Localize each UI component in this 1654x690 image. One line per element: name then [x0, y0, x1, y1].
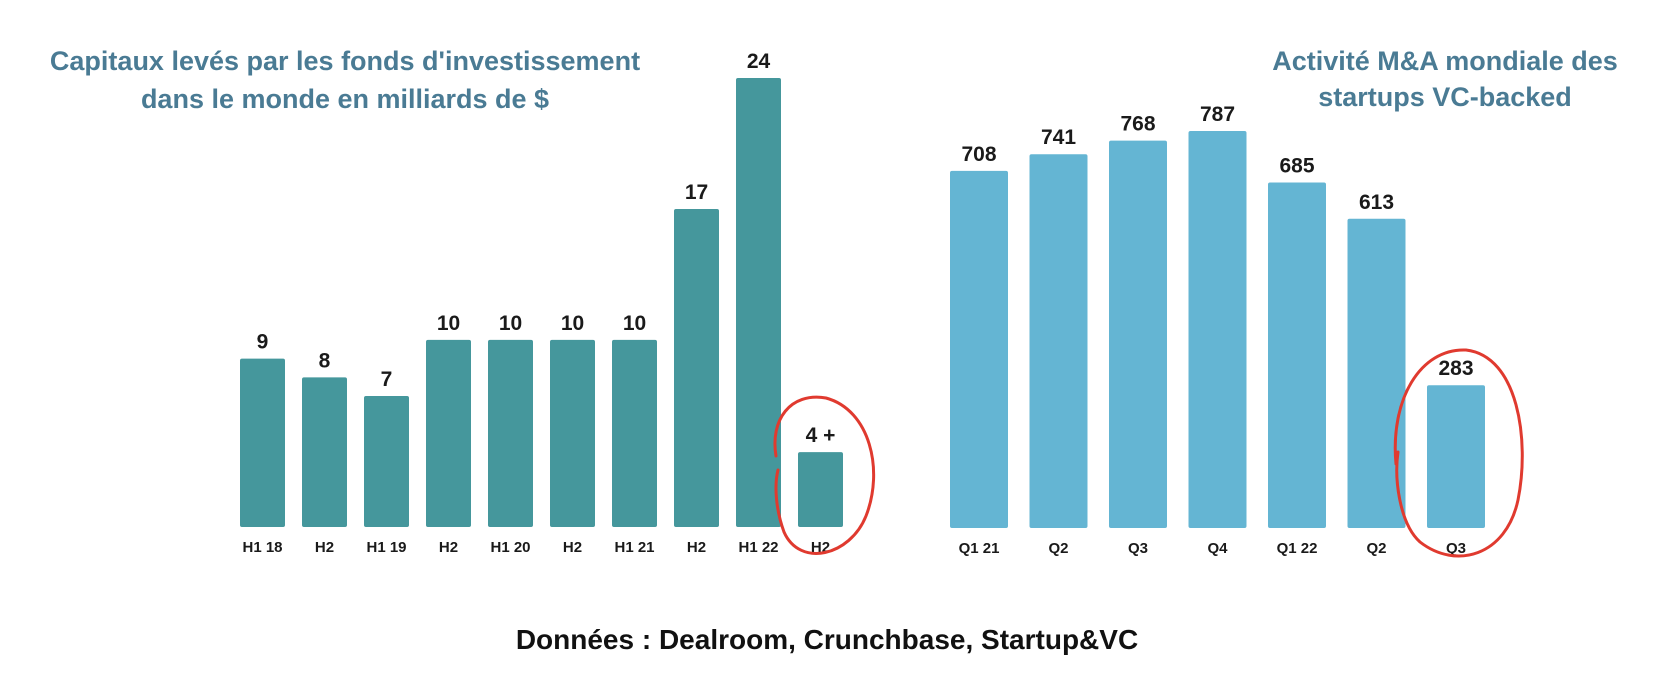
x-tick-label: H2 [439, 539, 458, 556]
x-tick-label: H2 [315, 539, 334, 556]
bar [1029, 154, 1088, 528]
bar-value-label: 10 [499, 312, 522, 335]
bar [302, 377, 347, 527]
x-tick-label: H2 [563, 539, 582, 556]
bar [550, 339, 595, 527]
bar-value-label: 4 + [806, 424, 836, 447]
bar [798, 452, 843, 527]
highlight-circle-right [1393, 348, 1524, 558]
bar [1347, 218, 1406, 529]
bar [736, 78, 781, 527]
chart-ma-activity: Activité M&A mondiale des startups VC-ba… [950, 46, 1618, 557]
bar-value-label: 7 [381, 368, 393, 391]
x-tick-label: Q1 21 [959, 540, 1000, 557]
bar-value-label: 10 [437, 312, 460, 335]
bar [240, 358, 285, 527]
x-tick-label: H1 22 [738, 539, 778, 556]
x-tick-label: H1 18 [242, 539, 282, 556]
x-tick-label: Q2 [1048, 540, 1068, 557]
bar-value-label: 708 [961, 143, 996, 166]
bar-value-label: 613 [1359, 191, 1394, 214]
x-tick-label: Q2 [1366, 540, 1386, 557]
chart-capital-raised: Capitaux levés par les fonds d'investiss… [50, 46, 843, 556]
bar-value-label: 9 [257, 331, 269, 354]
chart-left-title-line-1: Capitaux levés par les fonds d'investiss… [50, 46, 640, 76]
bar-value-label: 10 [623, 312, 646, 335]
bar-value-label: 283 [1438, 357, 1473, 380]
bar [426, 339, 471, 527]
bar [1427, 385, 1485, 528]
bar-value-label: 787 [1200, 103, 1235, 126]
chart-left-title-line-2: dans le monde en milliards de $ [141, 84, 549, 114]
x-tick-label: H1 19 [366, 539, 406, 556]
chart-right-title-line-1: Activité M&A mondiale des [1272, 46, 1618, 76]
x-tick-label: H1 21 [614, 539, 654, 556]
bar [1109, 140, 1167, 528]
chart-right-title-line-2: startups VC-backed [1318, 82, 1572, 112]
bar [1268, 182, 1326, 529]
x-tick-label: Q3 [1128, 540, 1148, 557]
bar-value-label: 24 [747, 50, 771, 73]
x-tick-label: Q3 [1446, 540, 1466, 557]
data-source-note: Données : Dealroom, Crunchbase, Startup&… [516, 624, 1138, 655]
bar [1188, 131, 1247, 528]
x-tick-label: Q4 [1207, 540, 1228, 557]
bar-value-label: 17 [685, 181, 708, 204]
bar-value-label: 10 [561, 312, 584, 335]
bar [364, 396, 409, 527]
bar-value-label: 8 [319, 349, 331, 372]
bar [488, 339, 533, 527]
bar [674, 208, 719, 528]
bar-value-label: 685 [1279, 154, 1314, 177]
bar-value-label: 768 [1120, 113, 1155, 136]
bar [612, 339, 657, 527]
highlight-circle-left [773, 395, 876, 555]
bar-value-label: 741 [1041, 126, 1076, 149]
x-tick-label: Q1 22 [1277, 540, 1318, 557]
bar [950, 170, 1008, 529]
x-tick-label: H2 [687, 539, 706, 556]
x-tick-label: H1 20 [490, 539, 530, 556]
